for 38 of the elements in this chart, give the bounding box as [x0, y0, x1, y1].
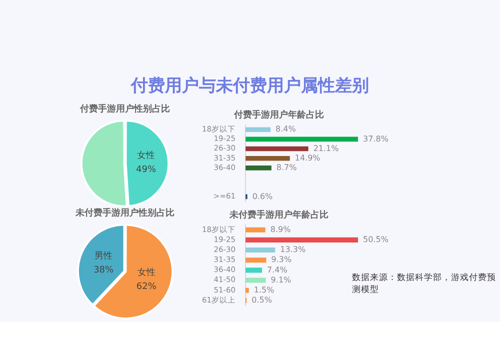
data-label: 49%: [136, 165, 156, 176]
data-label: 9.3%: [271, 255, 292, 264]
data-label: 8.9%: [270, 224, 292, 234]
data-label: 7.4%: [267, 265, 288, 274]
slice-label: 女性: [137, 150, 156, 162]
chart-title: 付费手游用户性别占比: [79, 104, 170, 115]
chart-title: 未付费手游用户性别占比: [74, 208, 174, 219]
annotation: 数据来源：数据科学部，游戏付费预测模型: [352, 272, 497, 296]
bar: [246, 258, 266, 263]
bar: [246, 268, 262, 273]
bar: [246, 288, 249, 293]
data-label: 0.6%: [252, 192, 274, 201]
data-label: 13.3%: [280, 245, 306, 254]
data-label: 37.8%: [363, 134, 389, 144]
data-label: 14.9%: [294, 153, 321, 162]
bar: [246, 136, 358, 142]
data-label: 8.4%: [276, 124, 296, 134]
data-label: 62%: [136, 282, 157, 292]
data-label: 50.5%: [363, 235, 389, 244]
bar: [246, 278, 266, 283]
slice-label: 男性: [94, 250, 113, 262]
data-label: 38%: [94, 265, 114, 276]
data-label: 0.5%: [252, 296, 272, 305]
bar: [246, 227, 266, 232]
bar: [246, 156, 290, 161]
data-label: 21.1%: [313, 144, 340, 153]
chart-title: 未付费手游用户年龄占比: [228, 210, 328, 221]
slice-label: 女性: [137, 267, 156, 278]
chart-title: 付费手游用户年龄占比: [233, 110, 324, 121]
text: 付费用户与未付费用户属性差别: [130, 75, 370, 97]
bar: [246, 247, 276, 253]
bar: [246, 166, 272, 170]
data-label: 9.1%: [270, 275, 292, 284]
bar: [246, 127, 271, 132]
bar: [246, 146, 308, 152]
bar: [246, 237, 358, 242]
data-label: 1.5%: [254, 285, 275, 294]
data-label: 8.7%: [276, 163, 298, 172]
